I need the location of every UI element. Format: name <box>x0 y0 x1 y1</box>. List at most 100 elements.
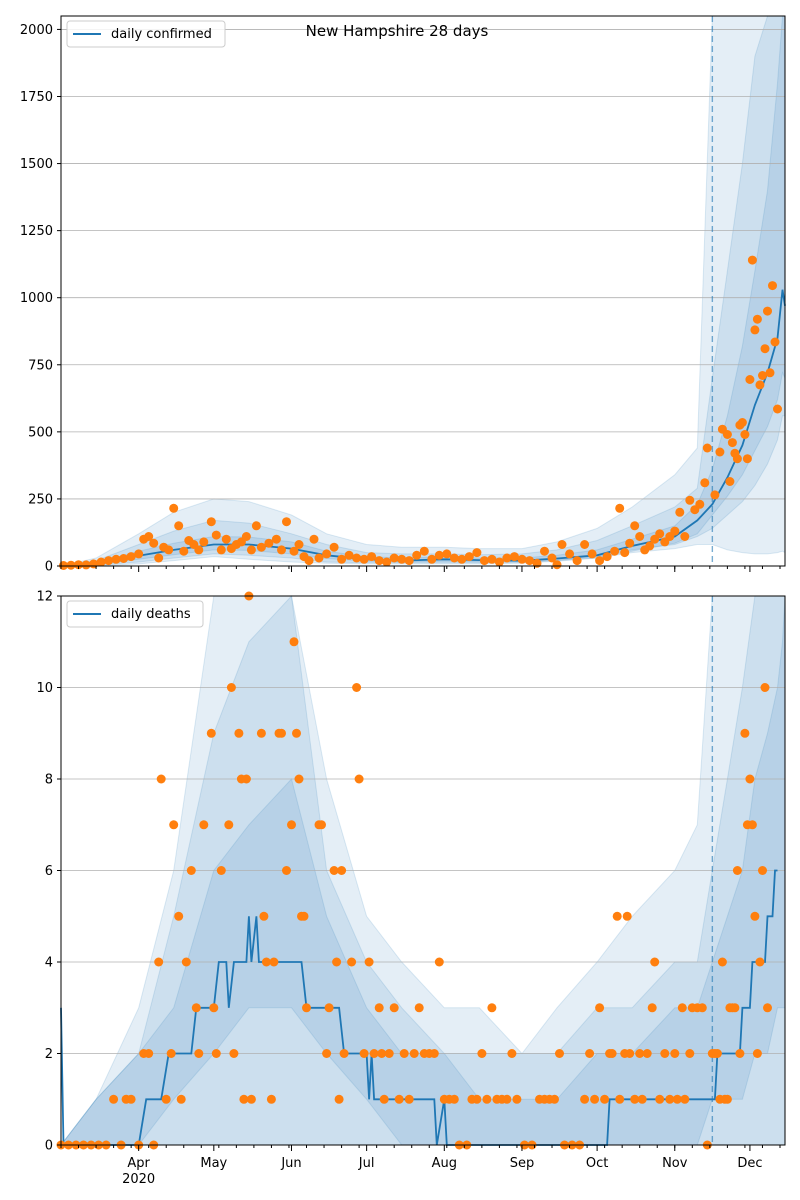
data-point <box>630 521 640 531</box>
data-point <box>449 553 459 563</box>
data-point <box>622 911 632 921</box>
data-point <box>670 1049 680 1058</box>
data-point <box>211 1049 221 1058</box>
data-point <box>670 526 680 536</box>
x-year-label: 2020 <box>122 1172 155 1187</box>
data-point <box>179 546 189 556</box>
data-point <box>176 1094 186 1104</box>
confirmed-x-axis <box>60 566 781 572</box>
confirmed-y-axis: 0 250 500 750 1000 1250 1500 1750 2000 <box>20 23 61 575</box>
data-point <box>209 1003 219 1013</box>
data-point <box>302 1003 311 1013</box>
data-point <box>412 550 422 560</box>
x-tick-label: Sep <box>510 1156 535 1171</box>
data-point <box>429 1049 439 1058</box>
data-point <box>494 557 504 567</box>
data-point <box>367 552 377 562</box>
data-point <box>730 1003 740 1013</box>
data-point <box>289 546 299 556</box>
data-point <box>487 554 497 564</box>
data-point <box>472 1094 482 1104</box>
data-point <box>289 637 299 647</box>
data-point <box>675 507 685 517</box>
data-point <box>359 554 369 564</box>
data-point <box>369 1049 379 1058</box>
data-point <box>206 728 216 738</box>
data-point <box>650 957 660 967</box>
data-point <box>144 532 154 541</box>
data-point <box>585 1049 595 1058</box>
data-point <box>81 560 91 570</box>
data-point <box>758 371 767 380</box>
x-tick-label: Jul <box>358 1156 375 1171</box>
confirmed-panel: 0 250 500 750 1000 1250 1500 1750 2000 New Hamps… <box>20 15 786 575</box>
data-point <box>600 1094 610 1104</box>
y-tick-label: 0 <box>45 1139 53 1154</box>
data-point <box>655 529 665 539</box>
data-point <box>256 542 266 552</box>
data-point <box>379 1094 389 1104</box>
data-point <box>382 557 392 567</box>
data-point <box>259 911 269 921</box>
data-point <box>580 1094 590 1104</box>
data-point <box>186 866 196 875</box>
x-tick-label: Dec <box>737 1156 762 1171</box>
data-point <box>635 532 645 541</box>
data-point <box>740 430 750 439</box>
data-point <box>557 540 567 549</box>
data-point <box>747 255 757 265</box>
data-point <box>256 728 266 738</box>
data-point <box>590 1094 600 1104</box>
data-point <box>246 1094 256 1104</box>
data-point <box>74 560 83 570</box>
data-point <box>612 911 622 921</box>
data-point <box>317 820 326 830</box>
data-point <box>156 774 166 784</box>
data-point <box>587 549 597 559</box>
data-point <box>449 1094 459 1104</box>
data-point <box>419 546 429 556</box>
data-point <box>712 1049 722 1058</box>
data-point <box>409 1049 419 1058</box>
data-point <box>216 545 226 555</box>
data-point <box>337 866 347 875</box>
data-point <box>282 517 291 527</box>
data-point <box>154 553 164 563</box>
confirmed-series-line <box>60 289 786 567</box>
data-point <box>735 1049 745 1058</box>
x-tick-label: May <box>200 1156 227 1171</box>
y-tick-label: 1750 <box>20 90 53 105</box>
data-point <box>394 1094 404 1104</box>
data-point <box>700 478 710 488</box>
data-point <box>206 517 216 527</box>
data-point <box>164 545 174 555</box>
data-point <box>282 866 291 875</box>
data-point <box>126 1094 136 1104</box>
data-point <box>752 1049 762 1058</box>
data-point <box>715 447 725 457</box>
data-point <box>457 554 467 564</box>
data-point <box>732 454 742 464</box>
data-point <box>181 957 191 967</box>
data-point <box>427 554 437 564</box>
confirmed-forecast-bands <box>60 15 786 567</box>
data-point <box>547 553 557 563</box>
data-point <box>760 344 770 354</box>
data-point <box>680 532 690 541</box>
confirmed-legend-box <box>66 20 226 48</box>
data-point <box>266 1094 276 1104</box>
data-point <box>620 548 630 558</box>
data-point <box>755 380 765 390</box>
data-point <box>727 438 737 448</box>
deaths-panel: 0 2 4 6 8 10 12 Apr May Jun Jul Aug Sep Oct Nov Dec 202… <box>36 590 786 1187</box>
data-point <box>760 683 770 692</box>
data-point <box>194 545 204 555</box>
data-point <box>770 337 780 347</box>
data-point <box>635 1049 645 1058</box>
data-point <box>149 538 159 548</box>
data-point <box>645 541 655 551</box>
data-point <box>595 556 605 566</box>
x-tick-label: Jun <box>280 1156 301 1171</box>
data-point <box>294 774 304 784</box>
